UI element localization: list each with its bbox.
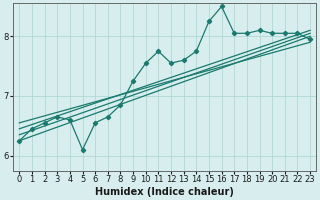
X-axis label: Humidex (Indice chaleur): Humidex (Indice chaleur): [95, 187, 234, 197]
